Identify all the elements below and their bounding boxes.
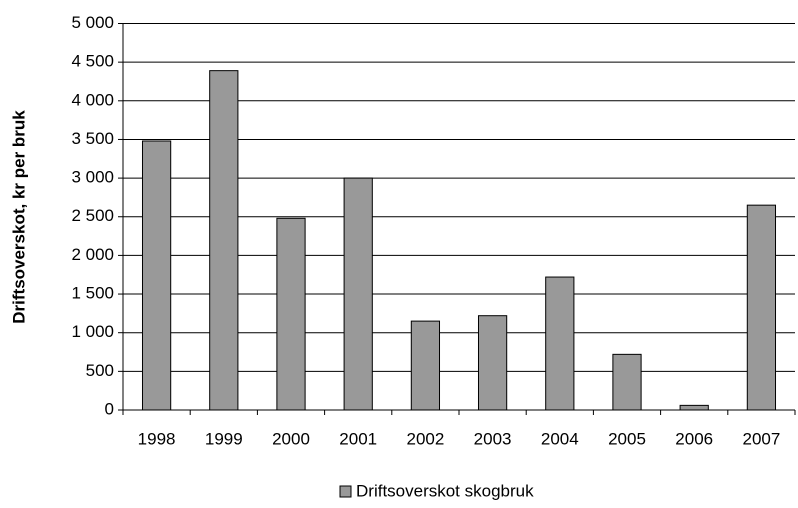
- bar: [477, 315, 508, 411]
- bar: [679, 404, 709, 411]
- x-tick-label: 2004: [541, 429, 579, 448]
- bar: [209, 70, 239, 411]
- legend-label: Driftsoverskot skogbruk: [356, 481, 534, 500]
- bar: [343, 177, 373, 411]
- y-tick-label: 2 500: [71, 206, 114, 225]
- x-tick-label: 2000: [272, 429, 310, 448]
- x-tick-label: 2006: [675, 429, 713, 448]
- y-tick-label: 4 000: [71, 90, 114, 109]
- y-tick-label: 500: [86, 361, 114, 380]
- y-tick-label: 4 500: [71, 52, 114, 71]
- x-tick-label: 2005: [608, 429, 646, 448]
- y-tick-label: 2 000: [71, 245, 114, 264]
- x-tick-label: 1998: [138, 429, 176, 448]
- bar: [276, 217, 306, 411]
- y-tick-label: 0: [105, 399, 114, 418]
- y-tick-label: 3 000: [71, 168, 114, 187]
- x-tick-label: 2007: [742, 429, 780, 448]
- bar: [746, 204, 777, 411]
- x-tick-label: 2001: [339, 429, 377, 448]
- y-axis-label: Driftsoverskot, kr per bruk: [9, 110, 28, 324]
- x-tick-label: 2002: [406, 429, 444, 448]
- bar: [612, 353, 642, 411]
- y-tick-label: 3 500: [71, 129, 114, 148]
- x-tick-label: 2003: [474, 429, 512, 448]
- legend-swatch: [339, 485, 352, 498]
- y-tick-label: 1 000: [71, 322, 114, 341]
- bar: [141, 140, 172, 411]
- x-tick-label: 1999: [205, 429, 243, 448]
- y-tick-label: 1 500: [71, 284, 114, 303]
- y-tick-label: 5 000: [71, 13, 114, 32]
- bar: [410, 320, 441, 411]
- bar: [545, 276, 575, 411]
